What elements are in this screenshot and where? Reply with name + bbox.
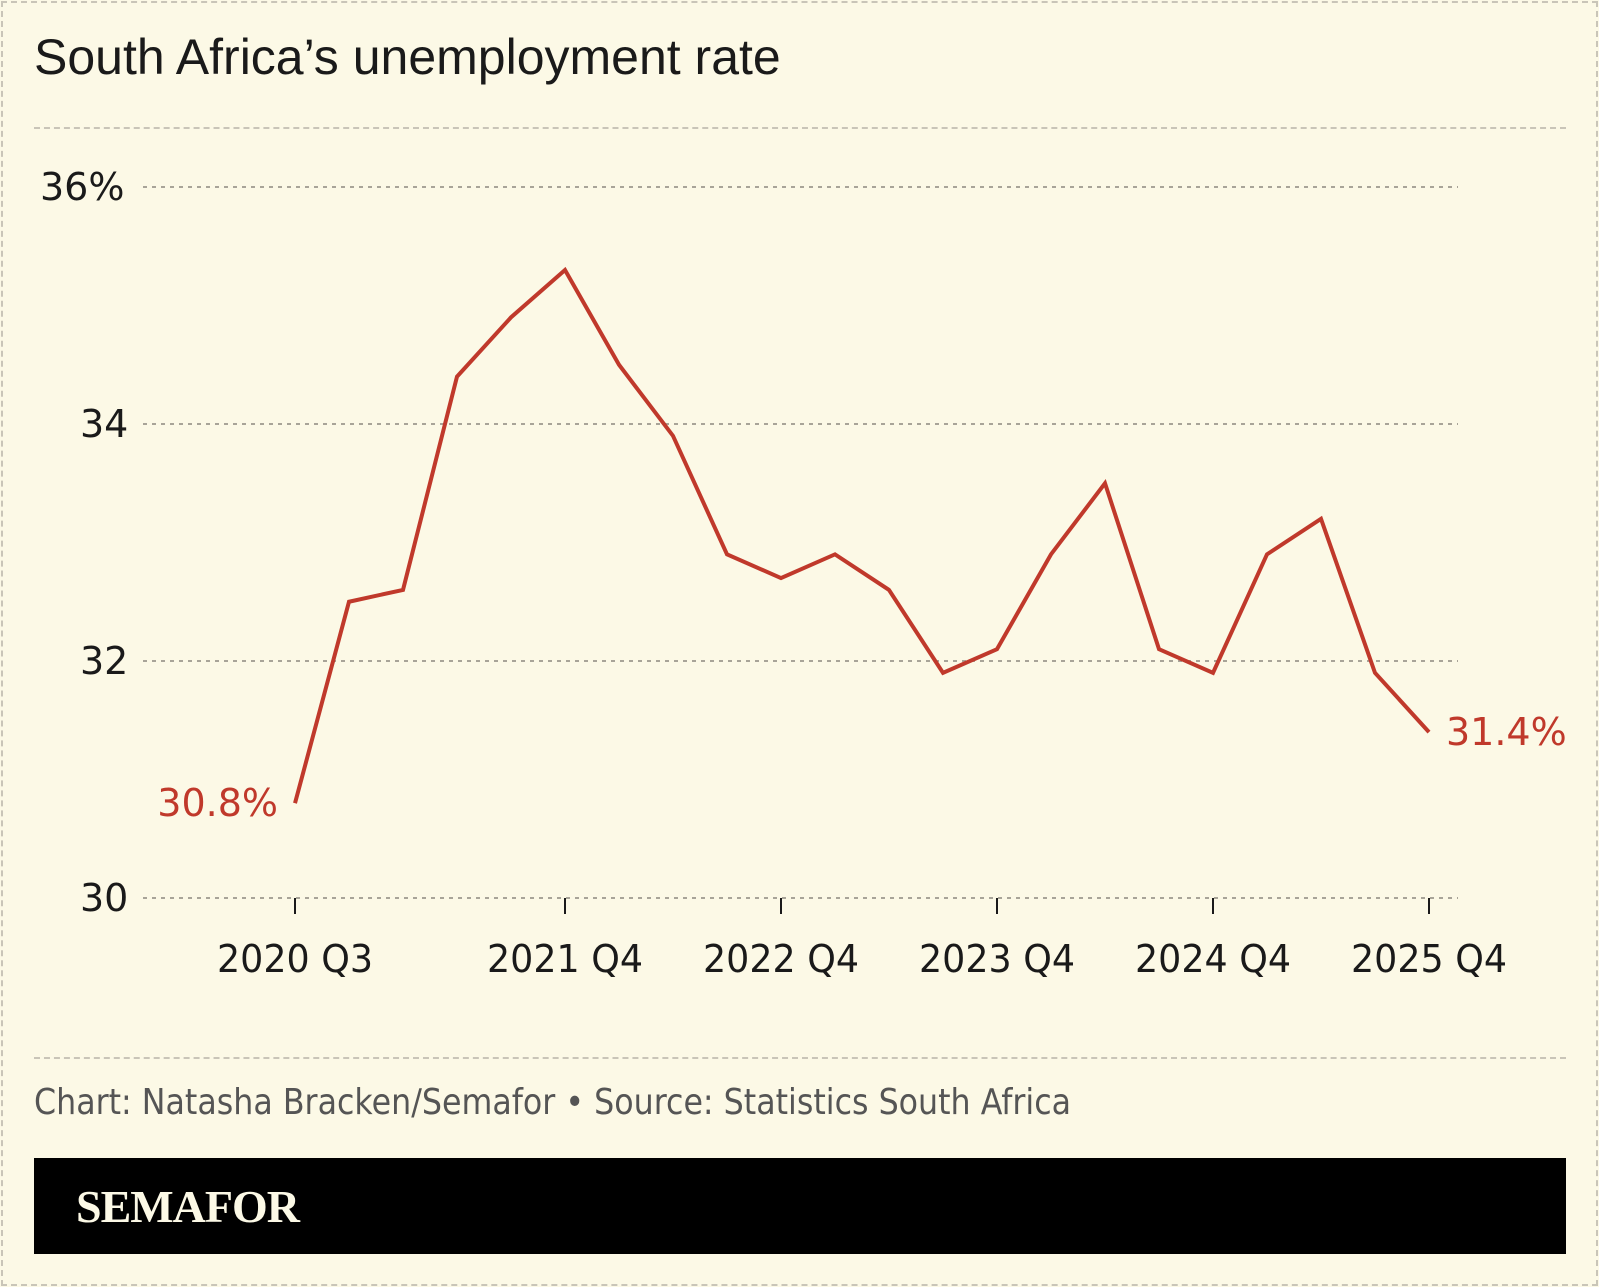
x-tick-label: 2025 Q4: [1351, 937, 1507, 981]
y-tick-label: 36%: [40, 165, 124, 209]
top-divider: [34, 127, 1566, 129]
x-tick-label: 2023 Q4: [919, 937, 1075, 981]
brand-bar: SEMAFOR: [34, 1158, 1566, 1254]
bottom-divider: [34, 1057, 1566, 1059]
x-tick-label: 2021 Q4: [487, 937, 643, 981]
semafor-logo: SEMAFOR: [76, 1181, 300, 1232]
x-tick-label: 2020 Q3: [217, 937, 373, 981]
value-label: 30.8%: [157, 781, 278, 825]
x-tick-label: 2024 Q4: [1135, 937, 1291, 981]
source-credit: Chart: Natasha Bracken/Semafor • Source:…: [34, 1082, 1072, 1123]
unemployment-line: [293, 266, 1431, 804]
y-tick-label: 30: [80, 876, 128, 920]
y-tick-label: 34: [80, 402, 128, 446]
line-chart: 30 32 34 36% 2020 Q3 2021 Q4 2022 Q4 2023 Q4 202…: [40, 165, 1567, 981]
x-tick-label: 2022 Q4: [703, 937, 859, 981]
value-label: 31.4%: [1446, 710, 1567, 754]
y-tick-label: 32: [80, 639, 128, 683]
chart-title: South Africa’s unemployment rate: [34, 29, 781, 85]
